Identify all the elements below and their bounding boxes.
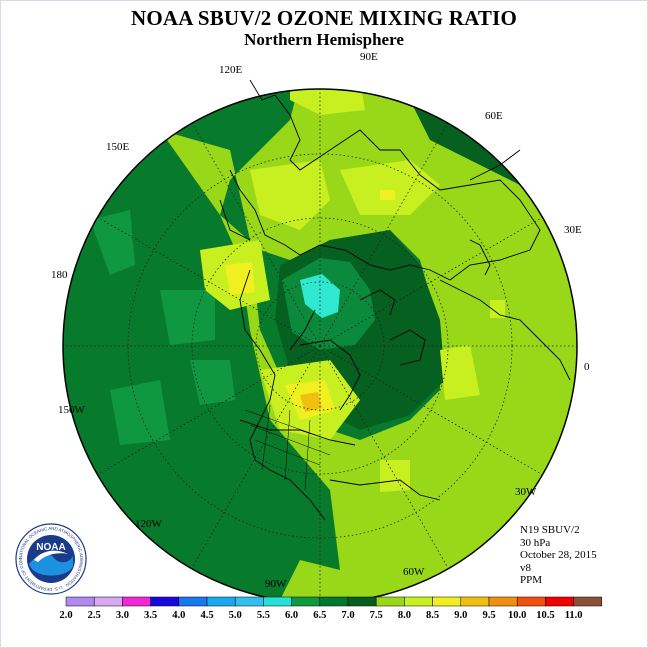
info-instrument: N19 SBUV/2 [520,524,580,536]
gull-icon [34,550,68,562]
color-swatch [347,596,377,607]
ozone-field [63,89,577,600]
color-swatch [319,596,349,607]
graticule [63,89,577,600]
color-scale-label: 5.5 [257,610,270,621]
color-swatch [65,596,95,607]
color-scale-swatches [65,596,603,607]
color-scale-label: 8.5 [426,610,439,621]
color-scale: 2.0 2.5 3.0 3.5 4.0 4.5 5.0 5.5 6.0 6.5 7.0 7.5 8.0 8… [59,596,603,621]
color-swatch [234,596,264,607]
color-swatch [573,596,603,607]
color-scale-label: 6.5 [313,610,326,621]
lon-label-120w: 120W [135,518,163,530]
color-swatch [432,596,462,607]
lon-label-60w: 60W [403,566,425,578]
color-swatch [93,596,123,607]
info-level: 30 hPa [520,536,551,549]
map-border [62,88,578,600]
info-version: v8 [520,561,531,574]
lon-label-60e: 60E [485,110,503,122]
color-scale-label: 11.0 [565,610,583,621]
lon-label-90e: 90E [360,51,378,63]
color-scale-label: 7.0 [341,610,354,621]
color-swatch [545,596,574,607]
info-date: October 28, 2015 [520,549,597,561]
color-scale-label: 9.0 [454,610,467,621]
lon-label-0: 0 [584,361,590,373]
color-scale-label: 10.0 [508,610,526,621]
noaa-logo: NATIONAL OCEANIC AND ATMOSPHERIC ADMINIS… [14,522,87,595]
color-swatch [206,596,236,607]
color-swatch [404,596,433,607]
color-scale-label: 9.5 [482,610,495,621]
color-scale-labels: 2.0 2.5 3.0 3.5 4.0 4.5 5.0 5.5 6.0 6.5 7.0 7.5 8.0 8… [59,610,582,621]
color-swatch [263,596,292,607]
lon-label-30e: 30E [564,224,582,236]
color-swatch [375,596,405,607]
color-swatch [178,596,208,607]
color-scale-label: 2.0 [59,610,72,621]
color-swatch [460,596,490,607]
coastlines [219,79,571,521]
color-scale-label: 4.5 [200,610,213,621]
color-scale-label: 10.5 [536,610,554,621]
color-swatch [488,596,518,607]
polar-map: 90E 60E 30E 0 30W 60W 90W 120W 150W 180 … [51,51,590,600]
color-scale-label: 8.0 [398,610,411,621]
logo-wordmark: NOAA [36,542,65,553]
info-units: PPM [520,574,543,586]
lon-label-120e: 120E [219,64,243,76]
color-swatch [291,596,321,607]
lon-label-150w: 150W [58,404,86,416]
color-swatch [122,596,151,607]
lon-label-90w: 90W [265,578,287,590]
lon-label-30w: 30W [515,486,537,498]
map-subtitle: Northern Hemisphere [244,30,404,49]
lon-label-150e: 150E [106,141,130,153]
color-scale-label: 5.0 [229,610,242,621]
color-scale-label: 3.5 [144,610,157,621]
map-title: NOAA SBUV/2 OZONE MIXING RATIO [131,6,517,30]
color-scale-label: 3.0 [116,610,129,621]
color-scale-label: 7.5 [370,610,383,621]
lon-label-180: 180 [51,269,68,281]
color-swatch [516,596,546,607]
color-scale-label: 4.0 [172,610,185,621]
color-swatch [150,596,180,607]
color-scale-label: 6.0 [285,610,298,621]
product-info: N19 SBUV/2 30 hPa October 28, 2015 v8 PP… [520,524,597,587]
color-scale-label: 2.5 [88,610,101,621]
us-state-lines [244,404,331,491]
